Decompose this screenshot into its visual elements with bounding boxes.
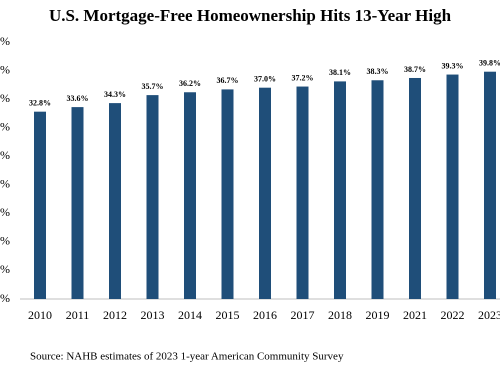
x-tick-label: 2012 (103, 308, 127, 322)
bar (409, 77, 421, 299)
value-label: 36.7% (217, 76, 239, 85)
x-tick-label: 2022 (441, 308, 465, 322)
value-label: 38.1% (329, 68, 351, 77)
y-tick-label: 40% (0, 62, 10, 76)
bar (71, 107, 84, 300)
y-tick-label: 45% (0, 34, 10, 48)
y-tick-label: 30% (0, 119, 10, 133)
value-label: 37.2% (292, 73, 314, 82)
bar (446, 74, 459, 299)
value-label: 39.8% (479, 59, 500, 68)
source-note: Source: NAHB estimates of 2023 1-year Am… (30, 351, 344, 363)
y-tick-label: 20% (0, 177, 10, 191)
value-label: 36.2% (179, 79, 201, 88)
bar (34, 111, 46, 299)
value-label: 38.3% (367, 67, 389, 76)
y-tick-label: 15% (0, 205, 10, 219)
x-tick-label: 2016 (253, 308, 277, 322)
bar (109, 103, 121, 299)
x-tick-label: 2018 (328, 308, 352, 322)
y-tick-label: 0% (0, 291, 10, 305)
bar (259, 87, 271, 299)
bar (221, 89, 234, 299)
value-label: 37.0% (254, 75, 276, 84)
x-tick-label: 2014 (178, 308, 202, 322)
value-label: 34.3% (104, 90, 126, 99)
y-tick-label: 35% (0, 91, 10, 105)
y-tick-label: 25% (0, 148, 10, 162)
x-tick-label: 2017 (291, 308, 315, 322)
x-tick-label: 2023 (478, 308, 500, 322)
value-label: 39.3% (442, 61, 464, 70)
value-label: 38.7% (404, 65, 426, 74)
bar (146, 95, 159, 299)
y-tick-label: 5% (0, 262, 10, 276)
bar (184, 92, 196, 299)
value-label: 35.7% (142, 82, 164, 91)
x-tick-label: 2019 (366, 308, 390, 322)
bar (334, 81, 346, 299)
x-tick-label: 2015 (216, 308, 240, 322)
bar (484, 71, 496, 299)
x-tick-label: 2010 (28, 308, 52, 322)
value-label: 33.6% (67, 94, 89, 103)
bar (296, 86, 309, 300)
bar (371, 80, 384, 300)
y-tick-label: 10% (0, 234, 10, 248)
x-tick-label: 2021 (403, 308, 427, 322)
chart-title: U.S. Mortgage-Free Homeownership Hits 13… (49, 6, 452, 25)
value-label: 32.8% (29, 99, 51, 108)
x-tick-label: 2011 (66, 308, 90, 322)
x-tick-label: 2013 (141, 308, 165, 322)
